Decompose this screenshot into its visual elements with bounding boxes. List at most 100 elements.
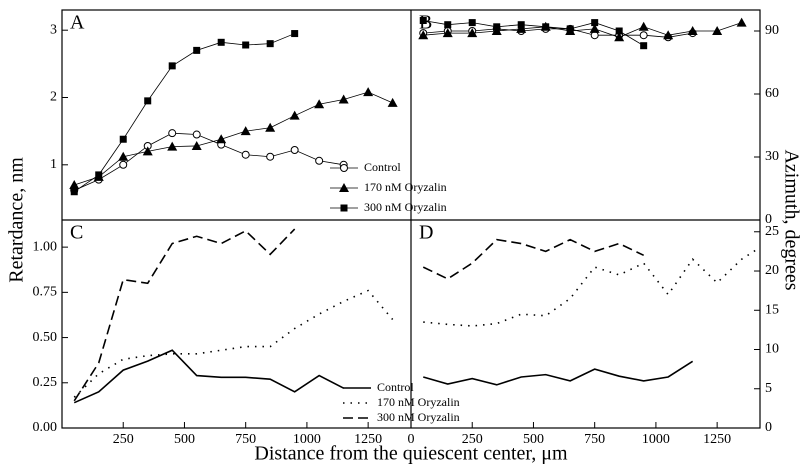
x-tick-label: 1250 [703,432,731,447]
y-tick-label: 20 [765,263,779,278]
marker [418,30,429,40]
marker [70,188,78,196]
marker [69,180,80,189]
legend-marker [340,164,348,172]
marker [168,129,177,138]
legend-label: 300 nM Oryzalin [377,410,460,424]
marker [291,30,299,38]
x-tick-label: 0 [408,432,415,447]
marker [516,23,527,33]
marker [542,23,550,31]
legend-label: Control [364,160,401,174]
x-tick-label: 250 [462,432,483,447]
marker [240,126,251,136]
marker [442,28,453,38]
marker [444,21,452,29]
marker [491,26,502,35]
y-tick-label: 0.25 [33,375,58,390]
marker [241,150,250,159]
marker [265,122,276,132]
series-line [74,132,344,191]
y-tick-label: 3 [50,22,57,37]
series-line [423,246,761,327]
marker [193,46,201,54]
marker [467,28,478,38]
y-tick-label: 0.75 [33,285,58,300]
marker [191,140,202,150]
x-axis-label: Distance from the quiescent center, μm [254,443,568,465]
y-axis-label: Azimuth, degrees [780,149,802,290]
marker [736,17,747,27]
x-tick-label: 1000 [642,432,670,447]
marker [216,134,227,144]
y-tick-label: 25 [765,224,779,239]
marker [192,130,201,139]
x-tick-label: 750 [235,432,256,447]
marker [118,151,129,161]
marker [687,26,698,35]
y-tick-label: 60 [765,86,779,101]
marker [614,32,625,42]
marker [639,31,648,40]
marker [338,94,349,104]
marker [591,19,599,27]
marker [589,23,600,33]
series-line [422,238,645,280]
y-tick-label: 0 [765,212,772,227]
marker [712,26,723,35]
legend-label: 170 nM Oryzalin [377,395,460,409]
y-tick-label: 0.00 [33,420,58,435]
panel-label: C [70,222,83,244]
y-tick-label: 90 [765,23,779,38]
marker [266,152,275,161]
x-tick-label: 750 [584,432,605,447]
marker [640,42,648,50]
y-tick-label: 0 [765,420,772,435]
y-tick-label: 5 [765,381,772,396]
y-tick-label: 15 [765,302,779,317]
marker [168,62,176,70]
marker [566,25,574,33]
marker [468,19,476,27]
y-tick-label: 1.00 [33,239,58,254]
y-tick-label: 2 [50,90,57,105]
series-line [74,91,393,186]
series-line [73,228,296,402]
marker [638,21,649,31]
x-tick-label: 1000 [293,432,321,447]
x-tick-label: 1250 [354,432,382,447]
legend-label: Control [377,380,414,394]
series-line [73,289,394,398]
y-tick-label: 10 [765,342,779,357]
marker [314,99,325,109]
marker [363,87,374,97]
marker [289,110,300,120]
marker [217,38,225,46]
marker [266,40,274,48]
marker [615,27,623,35]
legend-label: 170 nM Oryzalin [364,180,447,194]
y-axis-label: Retardance, nm [6,157,28,283]
series-line [73,349,345,404]
legend-label: 300 nM Oryzalin [364,200,447,214]
marker [167,141,178,151]
marker [290,146,299,154]
series-line [423,20,644,47]
marker [419,17,427,24]
x-tick-label: 500 [174,432,195,447]
legend-marker [340,204,348,212]
legend-marker [339,183,349,192]
series-line [423,360,694,386]
marker [242,41,250,49]
marker [315,156,324,165]
series-line [423,22,742,38]
marker [663,30,674,40]
marker [144,97,152,105]
marker [142,146,153,156]
x-tick-label: 500 [523,432,544,447]
marker [517,21,525,29]
series-line [74,33,295,193]
marker [387,97,398,107]
marker [95,171,103,179]
